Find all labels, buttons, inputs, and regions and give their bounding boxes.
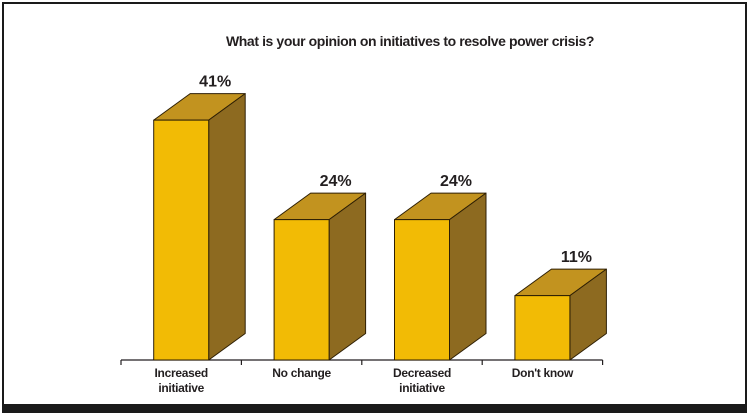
bar-side-face [328,192,367,361]
bar-side-face [208,93,246,361]
category-label: Don't know [512,366,574,380]
bar-front-face [153,119,210,361]
bar-front-face [514,295,571,361]
bar-side-face [449,192,487,361]
bar-value-label: 41% [199,74,231,91]
category-label: Decreased initiative [393,366,451,395]
bar-value-label: 11% [561,249,592,266]
category-label: No change [272,366,331,380]
bar-front-face [394,219,450,361]
chart-title: What is your opinion on initiatives to r… [225,33,595,49]
bar-value-label: 24% [320,173,352,190]
category-label: Increased initiative [155,366,208,395]
bar-front-face [273,219,330,361]
bar-value-label: 24% [440,173,472,190]
